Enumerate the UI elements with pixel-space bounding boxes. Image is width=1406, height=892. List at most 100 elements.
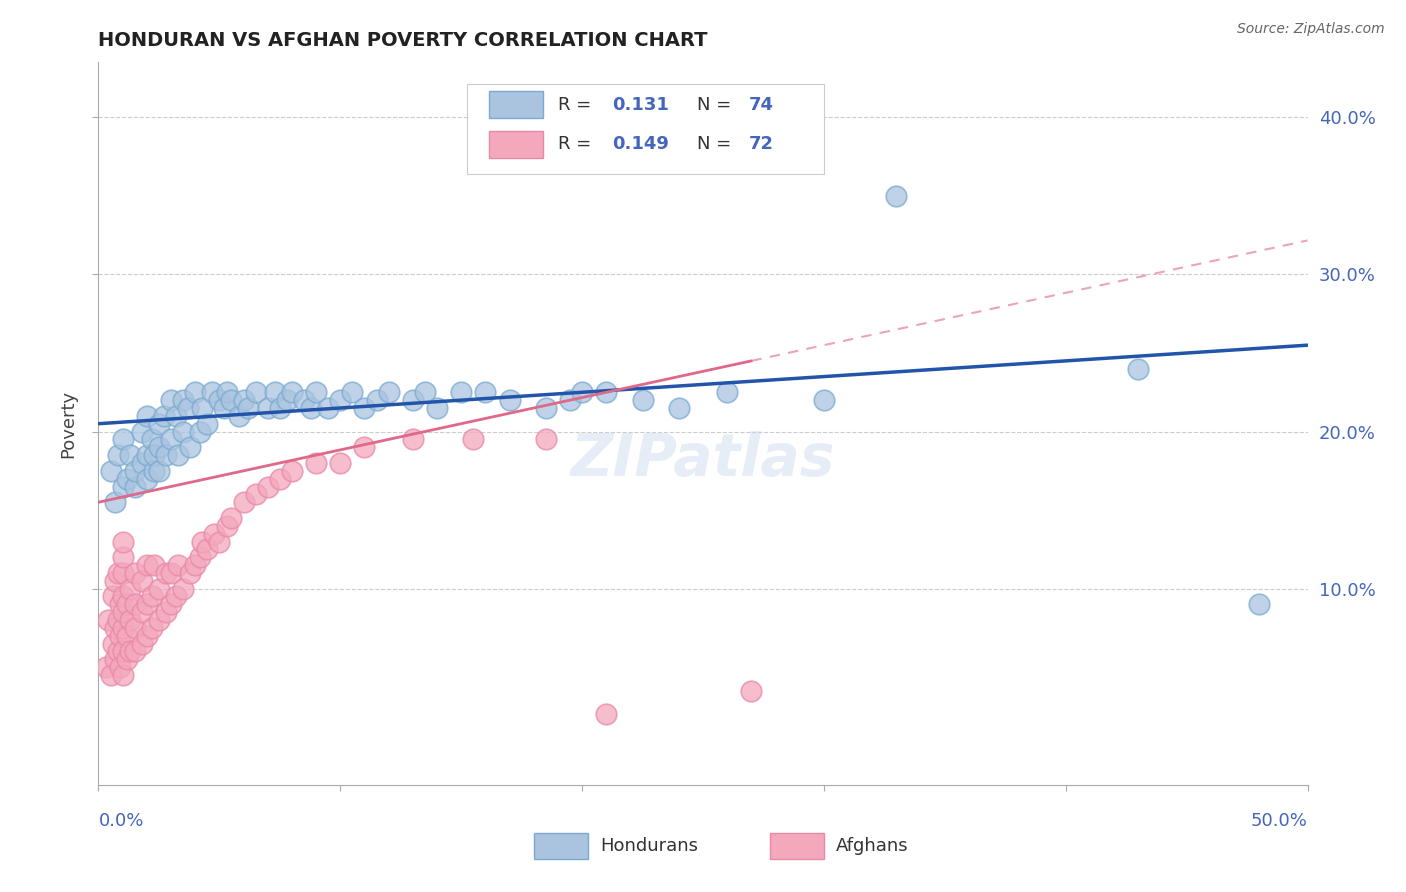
Point xyxy=(716,385,738,400)
Point xyxy=(377,385,399,400)
Point xyxy=(208,534,231,549)
Point xyxy=(107,566,129,580)
Point xyxy=(329,393,352,408)
FancyBboxPatch shape xyxy=(489,91,543,119)
Point xyxy=(148,440,170,454)
Point xyxy=(269,472,291,486)
Point xyxy=(141,433,163,447)
Point xyxy=(135,558,157,572)
Point xyxy=(148,582,170,596)
Point xyxy=(108,660,131,674)
Point xyxy=(184,385,207,400)
Point xyxy=(104,495,127,509)
Point xyxy=(245,487,267,501)
Point xyxy=(117,598,139,612)
Text: N =: N = xyxy=(697,136,737,153)
Point xyxy=(111,566,134,580)
FancyBboxPatch shape xyxy=(489,131,543,158)
Point xyxy=(118,613,141,627)
Point xyxy=(155,566,177,580)
Point xyxy=(221,393,243,408)
Point xyxy=(316,401,339,415)
Point xyxy=(97,613,120,627)
Point xyxy=(111,534,134,549)
Point xyxy=(117,472,139,486)
Y-axis label: Poverty: Poverty xyxy=(59,390,77,458)
Point xyxy=(212,401,235,415)
Point xyxy=(124,566,146,580)
Point xyxy=(148,417,170,431)
Point xyxy=(232,495,254,509)
Point xyxy=(108,629,131,643)
Point xyxy=(143,558,166,572)
Point xyxy=(148,613,170,627)
Point xyxy=(131,605,153,619)
Point xyxy=(160,598,183,612)
Point xyxy=(104,621,127,635)
Point xyxy=(118,644,141,658)
Point xyxy=(256,479,278,493)
Point xyxy=(108,598,131,612)
Point xyxy=(101,637,124,651)
Text: Hondurans: Hondurans xyxy=(600,838,699,855)
Point xyxy=(148,464,170,478)
Point xyxy=(221,511,243,525)
Point xyxy=(276,393,298,408)
Point xyxy=(299,401,322,415)
Point xyxy=(135,448,157,462)
Point xyxy=(104,652,127,666)
Point xyxy=(245,385,267,400)
Point xyxy=(595,385,617,400)
Point xyxy=(100,668,122,682)
Point xyxy=(135,598,157,612)
Point xyxy=(131,456,153,470)
Point xyxy=(107,644,129,658)
Point xyxy=(107,448,129,462)
Point xyxy=(571,385,593,400)
Point xyxy=(342,385,364,400)
Point xyxy=(402,393,425,408)
Point xyxy=(131,574,153,588)
Point xyxy=(167,448,190,462)
Point xyxy=(111,621,134,635)
Text: HONDURAN VS AFGHAN POVERTY CORRELATION CHART: HONDURAN VS AFGHAN POVERTY CORRELATION C… xyxy=(98,30,707,50)
Point xyxy=(111,550,134,565)
Point xyxy=(167,558,190,572)
Point xyxy=(353,440,375,454)
Point xyxy=(305,456,328,470)
Text: 72: 72 xyxy=(749,136,773,153)
Point xyxy=(631,393,654,408)
Point xyxy=(353,401,375,415)
Point xyxy=(595,707,617,722)
Point xyxy=(208,393,231,408)
Point xyxy=(534,401,557,415)
Point xyxy=(124,479,146,493)
Point xyxy=(232,393,254,408)
Point xyxy=(1128,361,1150,376)
Point xyxy=(165,590,187,604)
Text: 0.149: 0.149 xyxy=(613,136,669,153)
Text: Afghans: Afghans xyxy=(837,838,908,855)
Point xyxy=(292,393,315,408)
Point xyxy=(111,590,134,604)
Point xyxy=(104,574,127,588)
Point xyxy=(204,526,226,541)
Point xyxy=(94,660,117,674)
Point xyxy=(740,683,762,698)
Point xyxy=(201,385,224,400)
Point xyxy=(111,644,134,658)
Point xyxy=(107,613,129,627)
Point xyxy=(172,425,194,439)
Point xyxy=(886,189,908,203)
Point xyxy=(188,425,211,439)
Point xyxy=(281,385,304,400)
Point xyxy=(155,605,177,619)
Point xyxy=(450,385,472,400)
Text: R =: R = xyxy=(558,95,598,113)
Point xyxy=(195,542,218,557)
Point xyxy=(177,401,200,415)
Point xyxy=(228,409,250,423)
Point xyxy=(215,385,238,400)
Point xyxy=(184,558,207,572)
FancyBboxPatch shape xyxy=(534,833,588,859)
